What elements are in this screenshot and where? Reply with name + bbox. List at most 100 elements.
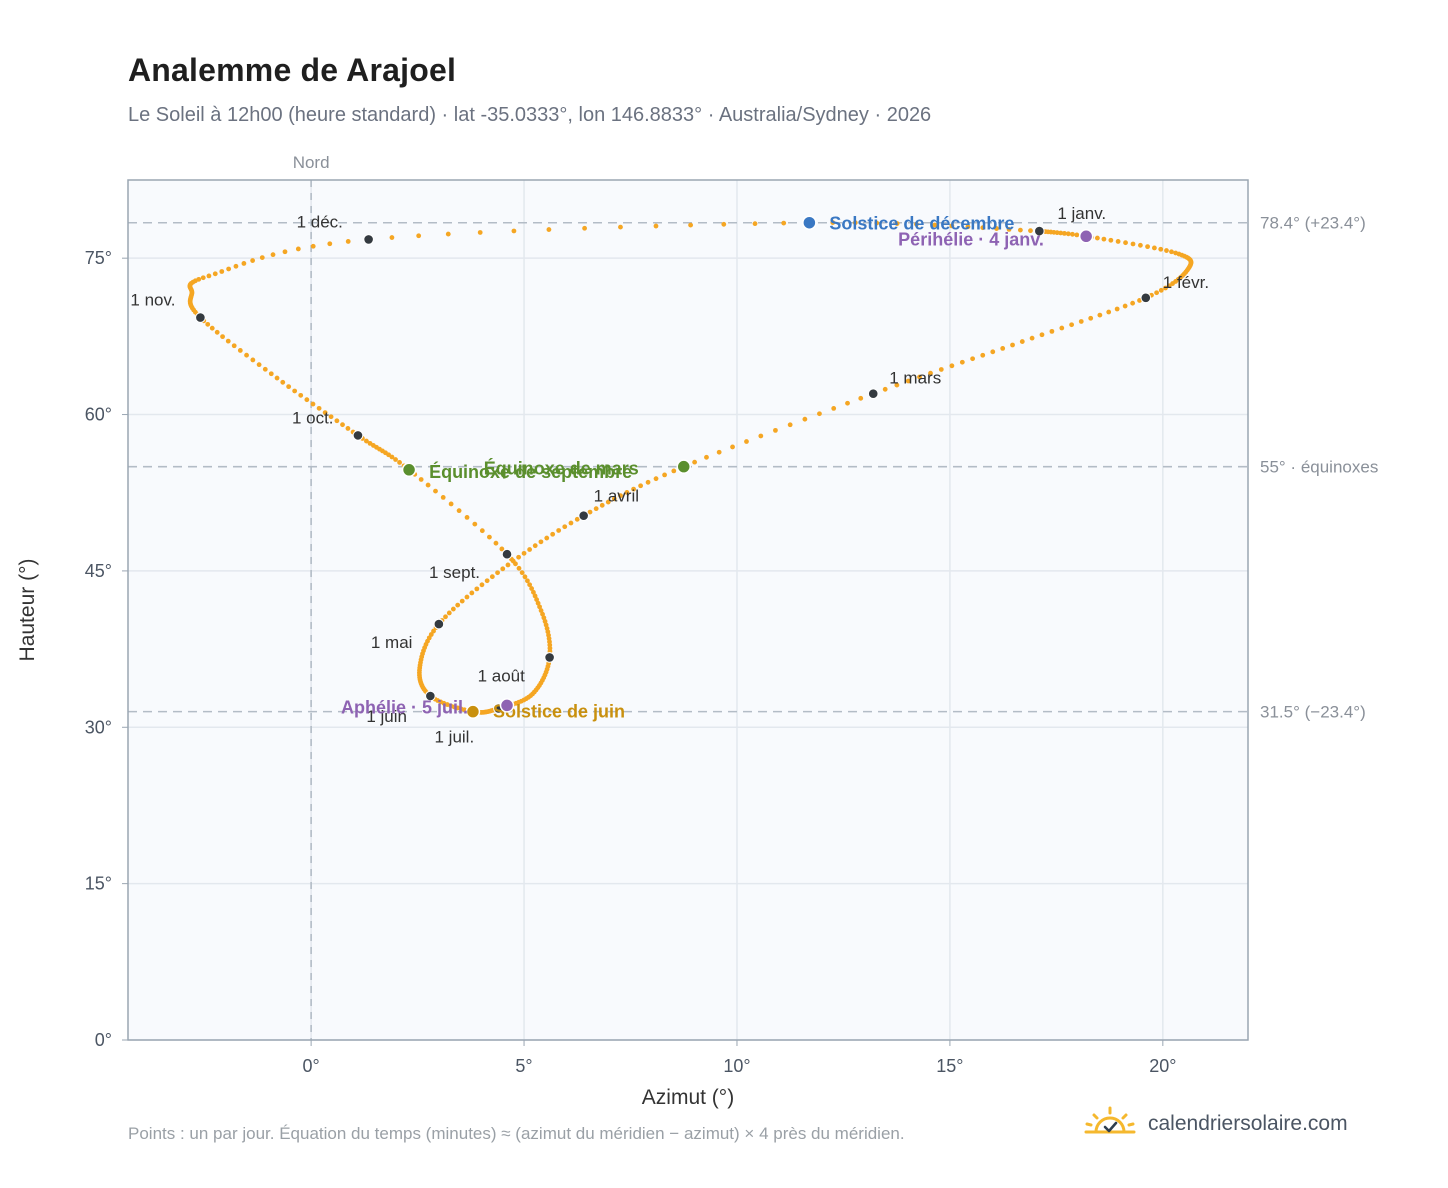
daily-point	[196, 276, 202, 282]
daily-point	[1106, 309, 1112, 315]
month-markers: 1 janv. 1 févr. 1 mars 1 avril 1 mai 1 juin 1 …	[130, 204, 1209, 746]
daily-point	[730, 444, 735, 450]
daily-point	[858, 395, 864, 401]
x-tick-label: 15°	[936, 1056, 963, 1076]
daily-point	[587, 509, 593, 515]
daily-point	[225, 338, 231, 344]
month-label: 1 juin	[366, 707, 407, 726]
daily-point	[219, 269, 225, 274]
month-label: 1 avril	[594, 487, 639, 506]
daily-point	[495, 570, 500, 576]
daily-point	[205, 321, 211, 327]
daily-point	[662, 472, 667, 478]
daily-point	[1078, 319, 1084, 324]
daily-point	[364, 438, 369, 444]
daily-point	[1017, 227, 1023, 233]
daily-point	[932, 222, 938, 228]
daily-point	[582, 225, 587, 231]
daily-point	[550, 531, 556, 537]
daily-point	[692, 459, 698, 465]
daily-point	[1145, 244, 1150, 250]
daily-point	[416, 233, 422, 239]
daily-point	[874, 220, 880, 226]
daily-point	[479, 582, 485, 588]
daily-point	[231, 343, 237, 349]
month-point	[195, 312, 206, 323]
x-tick-label: 10°	[723, 1056, 750, 1076]
daily-point	[671, 468, 677, 474]
footnote: Points : un par jour. Équation du temps …	[128, 1124, 905, 1143]
event-point	[676, 459, 691, 474]
event-point	[499, 698, 515, 713]
daily-point	[487, 534, 492, 540]
daily-point	[1059, 325, 1065, 331]
daily-point	[270, 252, 276, 258]
daily-point	[1069, 322, 1075, 328]
reference-line-label: 31.5° (−23.4°)	[1260, 703, 1366, 722]
daily-point	[220, 334, 225, 340]
daily-point	[1158, 246, 1164, 252]
north-label: Nord	[293, 153, 330, 172]
daily-point	[1065, 231, 1071, 237]
daily-point	[516, 565, 522, 571]
chart-title: Analemme de Arajoel	[128, 52, 457, 88]
daily-point	[446, 610, 452, 616]
daily-point	[259, 255, 265, 260]
daily-point	[340, 422, 345, 428]
daily-point	[556, 528, 562, 533]
daily-point	[949, 223, 955, 229]
daily-point	[489, 574, 495, 580]
daily-point	[1039, 332, 1045, 338]
daily-point	[1074, 232, 1080, 238]
event-label: Aphélie · 5 juil.	[341, 697, 468, 717]
month-label: 1 déc.	[297, 212, 343, 231]
daily-point	[322, 410, 328, 415]
daily-point	[472, 521, 478, 527]
daily-point	[1138, 242, 1143, 248]
daily-point	[268, 371, 274, 377]
daily-point	[894, 221, 900, 226]
daily-point	[541, 615, 547, 621]
daily-point	[200, 275, 206, 281]
month-label: 1 nov.	[130, 291, 175, 310]
daily-point	[237, 348, 243, 353]
daily-point	[704, 454, 709, 460]
month-label: 1 août	[478, 666, 526, 685]
daily-point	[256, 362, 262, 368]
month-label: 1 janv.	[1057, 204, 1106, 223]
daily-point	[949, 363, 955, 369]
daily-point	[1010, 342, 1015, 348]
daily-point	[511, 228, 517, 234]
daily-point	[773, 427, 778, 433]
reference-line-label: 55° · équinoxes	[1260, 458, 1378, 477]
daily-point	[1029, 335, 1035, 341]
daily-point	[474, 586, 480, 592]
daily-point	[274, 375, 280, 381]
event-point	[1078, 229, 1094, 244]
daily-point	[418, 477, 424, 482]
daily-point	[831, 405, 837, 411]
daily-point	[531, 589, 536, 595]
x-axis-label: Azimut (°)	[642, 1086, 734, 1109]
daily-point	[532, 593, 538, 599]
month-point	[578, 510, 589, 521]
daily-point	[618, 493, 623, 499]
daily-point	[618, 224, 623, 230]
daily-point	[459, 598, 465, 604]
month-label: 1 sept.	[429, 563, 480, 582]
daily-point	[310, 401, 316, 407]
daily-point	[1019, 339, 1025, 344]
daily-point	[448, 501, 454, 507]
daily-point	[1058, 230, 1064, 236]
daily-point	[327, 241, 333, 247]
daily-point	[464, 514, 470, 520]
daily-point	[917, 374, 922, 380]
daily-point	[334, 418, 340, 424]
daily-point	[282, 249, 288, 255]
daily-point	[538, 539, 544, 545]
daily-point	[1108, 237, 1114, 243]
month-point	[867, 388, 879, 399]
brand[interactable]: calendriersolaire.com	[1082, 1104, 1348, 1144]
axis-ticks: 0° 5° 10° 15° 20° 0° 15° 30° 45° 60° 75°	[85, 248, 1177, 1076]
